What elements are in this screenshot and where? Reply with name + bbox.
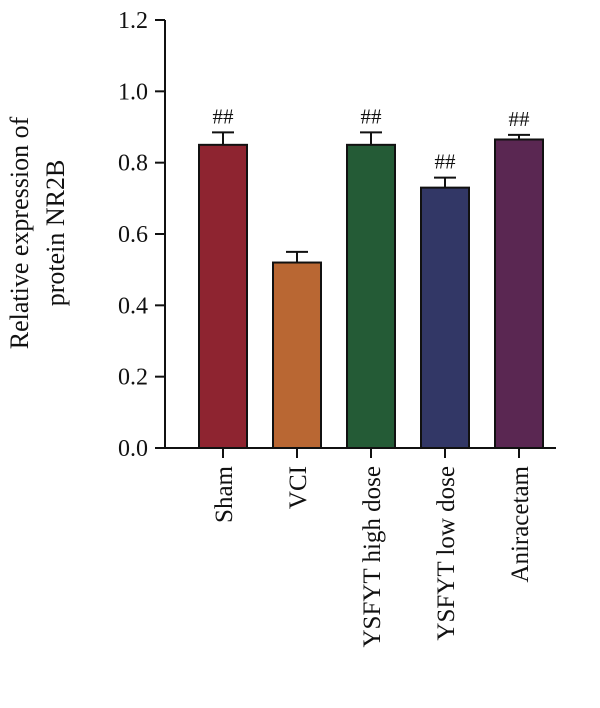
bar (272, 261, 322, 449)
x-tick-label: Aniracetam (507, 465, 534, 582)
x-tick-label: YSFYT low dose (433, 466, 460, 641)
y-tick-label: 0.8 (118, 151, 148, 177)
bars: ## ## ## ## (198, 104, 544, 449)
y-axis-title-line-2: protein NR2B (41, 160, 70, 307)
y-tick-label: 1.2 (118, 8, 148, 34)
x-tick-label: Sham (211, 465, 238, 523)
bar (198, 143, 248, 449)
x-tick-label: VCI (285, 466, 312, 509)
y-tick-label: 1.0 (118, 79, 148, 105)
significance-label: ## (435, 150, 457, 174)
y-tick-label: 0.0 (118, 436, 148, 462)
significance-label: ## (361, 104, 383, 128)
y-tick-label: 0.2 (118, 365, 148, 391)
y-axis-title-line-1: Relative expression of (5, 116, 34, 349)
y-axis-ticks: 0.0 0.2 0.4 0.6 0.8 1.0 1.2 (118, 8, 165, 462)
bar (346, 143, 396, 449)
y-tick-label: 0.4 (118, 293, 148, 319)
y-tick-label: 0.6 (118, 222, 148, 248)
bar (420, 186, 470, 449)
x-axis-labels: Sham VCI YSFYT high dose YSFYT low dose Anir… (211, 448, 534, 648)
significance-label: ## (213, 104, 235, 128)
y-axis-title: Relative expression of protein NR2B (5, 116, 70, 349)
x-tick-label: YSFYT high dose (359, 466, 386, 648)
significance-label: ## (509, 107, 531, 131)
bar (494, 138, 544, 449)
